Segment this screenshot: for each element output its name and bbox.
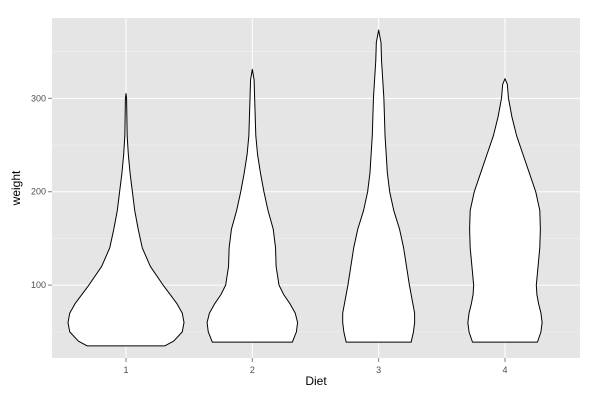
x-tick-label: 2 (250, 365, 255, 375)
violin-diet-4 (467, 78, 543, 343)
y-tick-label: 300 (31, 93, 46, 103)
violin-diet-2 (206, 68, 299, 343)
x-tick-label: 1 (123, 365, 128, 375)
y-axis-title: weight (9, 170, 23, 206)
x-axis: 1 2 3 4 (123, 358, 507, 375)
y-tick-label: 200 (31, 187, 46, 197)
violins (67, 29, 543, 347)
x-tick-label: 3 (376, 365, 381, 375)
x-tick-label: 4 (502, 365, 507, 375)
violin-diet-3 (342, 29, 416, 343)
y-axis: 100 200 300 (31, 93, 52, 290)
x-axis-title: Diet (305, 374, 327, 388)
violin-diet-1 (67, 93, 185, 347)
y-tick-label: 100 (31, 280, 46, 290)
